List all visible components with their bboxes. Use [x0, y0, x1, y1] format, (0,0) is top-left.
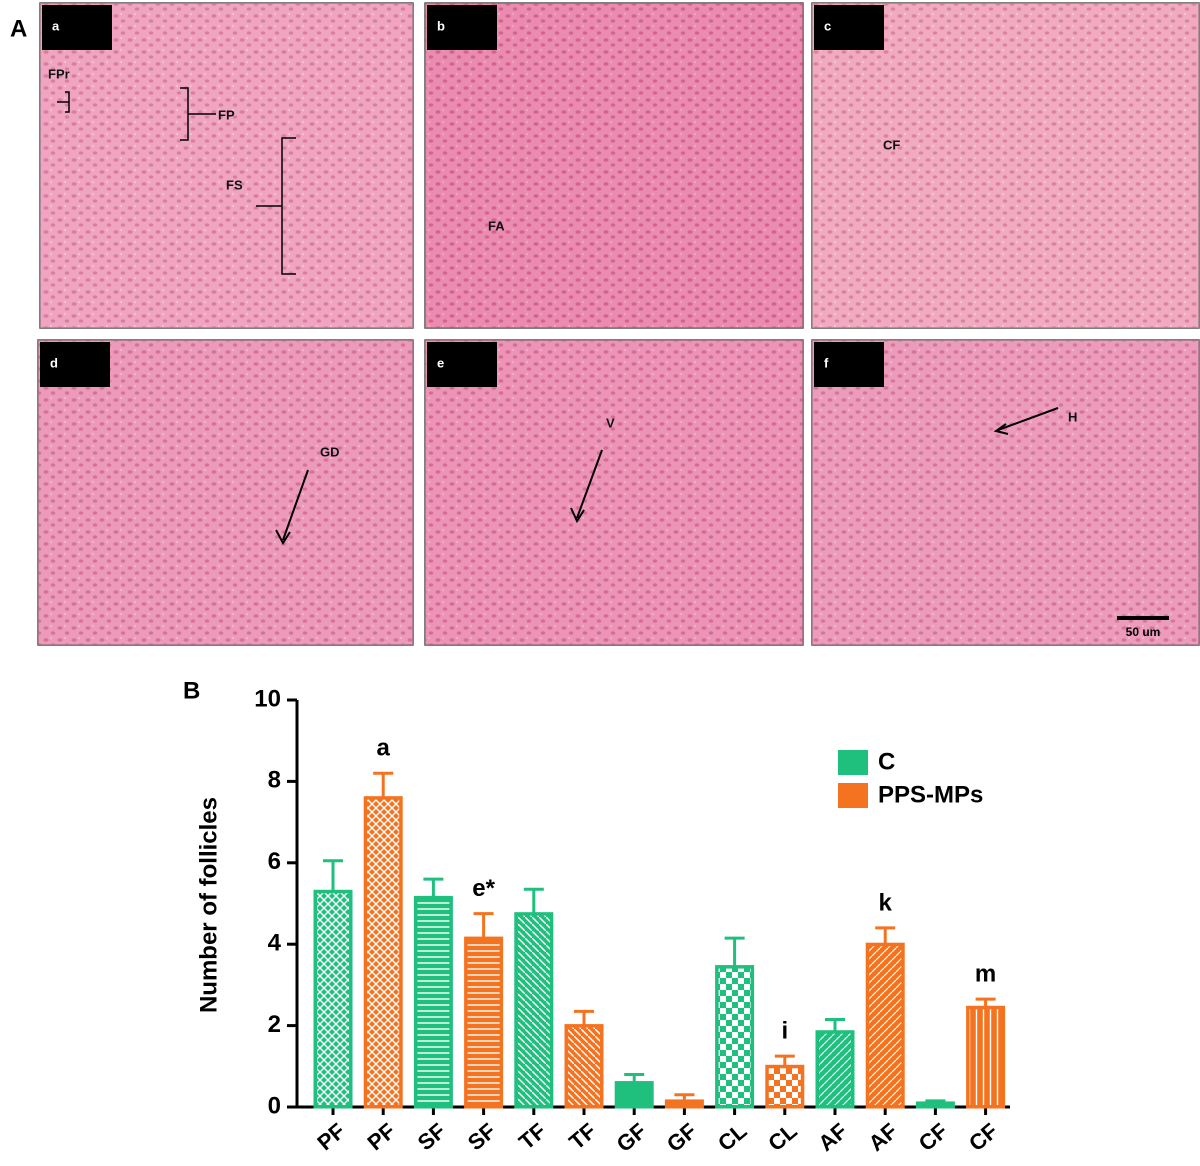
- micrograph-tint: [425, 3, 803, 328]
- y-tick-label: 6: [268, 848, 281, 875]
- significance-label: k: [879, 889, 893, 916]
- significance-label: a: [377, 735, 391, 762]
- bar-hatch: [517, 915, 550, 1105]
- x-tick-label: GF: [662, 1118, 701, 1157]
- micrograph-tint: [38, 340, 413, 645]
- legend-swatch: [838, 783, 868, 808]
- annotation: H: [1068, 409, 1077, 424]
- y-tick-label: 2: [268, 1011, 281, 1038]
- panel-label: A: [10, 15, 27, 42]
- panel-letter: c: [824, 18, 831, 33]
- annotation: FP: [218, 107, 235, 122]
- significance-label: m: [975, 960, 996, 987]
- legend-swatch: [838, 750, 868, 775]
- x-tick-label: PF: [363, 1118, 401, 1155]
- x-tick-label: CF: [964, 1118, 1003, 1156]
- micrograph: [811, 2, 1200, 329]
- annotation: GD: [320, 444, 340, 459]
- annotation: V: [606, 415, 615, 430]
- panel-letter-box: [42, 5, 112, 50]
- annotation: FPr: [48, 66, 70, 81]
- panel-letter-box: [427, 5, 497, 50]
- annotation: FA: [488, 218, 505, 233]
- legend-label: PPS-MPs: [878, 781, 983, 808]
- panel-letter: b: [437, 18, 445, 33]
- micrograph: [37, 339, 414, 646]
- bar-hatch: [718, 968, 751, 1105]
- arrow: [993, 407, 1059, 435]
- panel-letter-box: [40, 342, 110, 387]
- bar-hatch: [969, 1009, 1002, 1105]
- x-tick-label: TF: [514, 1118, 551, 1154]
- bar-hatch: [367, 799, 400, 1105]
- bar-hatch: [668, 1102, 701, 1105]
- bar-hatch: [568, 1027, 600, 1105]
- x-tick-label: SF: [463, 1118, 501, 1155]
- annotation: CF: [883, 137, 900, 152]
- panel-letter-box: [814, 5, 884, 50]
- arrow: [275, 469, 309, 545]
- scale-bar: [1117, 616, 1169, 620]
- panel-letter-box: [814, 342, 884, 387]
- micrograph-tint: [40, 3, 413, 328]
- panel-label: B: [183, 677, 200, 704]
- x-tick-label: TF: [564, 1118, 601, 1154]
- bracket: [256, 137, 296, 275]
- micrograph-panels: a FPr FP FS b FA c CF d GD e Vf H 50 um: [37, 2, 1200, 646]
- x-tick-label: CL: [713, 1118, 752, 1156]
- x-tick-label: GF: [612, 1118, 651, 1157]
- legend-label: C: [878, 748, 895, 775]
- bar-hatch: [869, 946, 902, 1105]
- micrograph: [39, 2, 414, 329]
- x-tick-label: AF: [864, 1118, 903, 1156]
- x-tick-label: PF: [312, 1118, 350, 1155]
- bar-hatch: [417, 899, 450, 1105]
- micrograph-tint: [425, 340, 803, 645]
- bar-hatch: [768, 1068, 801, 1105]
- x-tick-label: SF: [413, 1118, 451, 1155]
- micrograph-tint: [812, 3, 1199, 328]
- x-tick-label: CL: [763, 1118, 802, 1156]
- y-tick-label: 10: [254, 685, 281, 712]
- x-tick-label: AF: [813, 1118, 852, 1156]
- micrograph: [424, 339, 804, 646]
- significance-label: i: [781, 1017, 788, 1044]
- bar-hatch: [317, 893, 349, 1105]
- y-axis-label: Number of follicles: [195, 797, 222, 1013]
- x-tick-label: CF: [914, 1118, 953, 1156]
- arrow: [570, 449, 603, 524]
- panel-letter: d: [50, 355, 58, 370]
- micrograph: [811, 339, 1200, 646]
- panel-letter: f: [824, 355, 829, 370]
- y-tick-label: 8: [268, 767, 281, 794]
- panel-letter: a: [52, 18, 60, 33]
- bar-hatch: [467, 940, 500, 1105]
- bar-chart: 0 2 4 6 8 10 Number of follicles PF PF SF SF TF TF GF…: [195, 685, 1010, 1157]
- significance-label: e*: [472, 875, 495, 902]
- micrograph: [424, 2, 804, 329]
- bracket: [57, 91, 70, 113]
- annotation: FS: [226, 177, 243, 192]
- bar-hatch: [618, 1084, 651, 1105]
- panel-letter-box: [427, 342, 497, 387]
- y-tick-label: 0: [268, 1092, 281, 1119]
- y-tick-label: 4: [268, 930, 282, 957]
- scale-bar-label: 50 um: [1126, 625, 1161, 639]
- panel-letter: e: [437, 355, 444, 370]
- bar-hatch: [819, 1033, 851, 1105]
- micrograph-tint: [812, 340, 1199, 645]
- bracket: [180, 87, 216, 141]
